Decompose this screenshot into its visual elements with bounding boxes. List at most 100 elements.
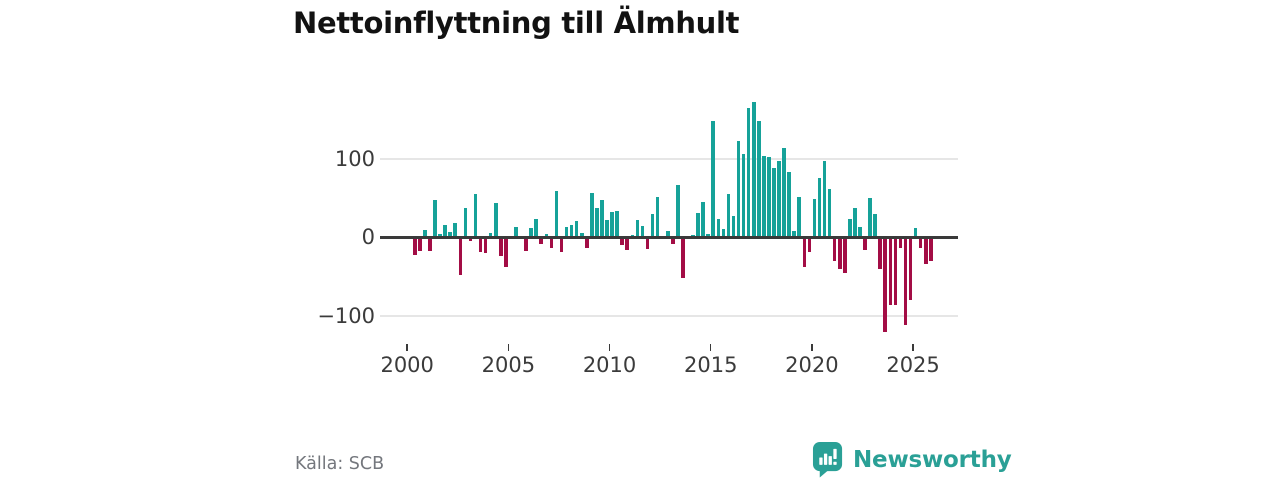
bar <box>584 237 589 248</box>
bar <box>848 219 852 238</box>
bar <box>473 194 478 238</box>
bar <box>635 220 640 238</box>
x-tick-label: 2020 <box>785 353 839 377</box>
gridline <box>380 158 958 160</box>
bar <box>792 231 796 238</box>
x-tick-label: 2000 <box>380 353 434 377</box>
x-tick-label: 2015 <box>683 353 738 377</box>
bar <box>670 237 675 244</box>
x-tick-mark <box>912 344 914 351</box>
bar <box>903 237 908 326</box>
zero-axis-line <box>380 236 958 239</box>
bar <box>696 213 700 238</box>
bar <box>579 232 584 238</box>
bar <box>863 237 867 251</box>
bar <box>817 177 822 238</box>
bar <box>554 191 559 238</box>
bar <box>478 237 483 252</box>
bar <box>858 226 862 238</box>
bar <box>423 230 427 238</box>
bar <box>458 237 463 276</box>
bar <box>731 215 736 238</box>
bar <box>625 237 630 251</box>
newsworthy-wordmark: Newsworthy <box>853 446 1012 473</box>
bar <box>640 225 645 238</box>
bar <box>923 237 928 265</box>
bar <box>681 237 685 278</box>
bar <box>428 237 432 251</box>
bar <box>615 210 619 238</box>
bar <box>433 199 437 238</box>
y-tick-label: 100 <box>334 146 375 171</box>
bar <box>524 237 528 251</box>
bar <box>676 184 680 238</box>
bar <box>711 121 716 238</box>
chart-title: Nettoinflyttning till Älmhult <box>293 6 740 40</box>
newsworthy-bubble-chart-icon <box>812 441 845 478</box>
bar <box>438 234 442 238</box>
bar <box>842 237 847 273</box>
bar <box>701 202 705 238</box>
bar <box>595 208 599 238</box>
bar <box>559 237 564 252</box>
bar <box>529 228 533 238</box>
bar <box>564 227 569 238</box>
bar <box>488 232 493 238</box>
y-tick-label: −100 <box>317 303 375 328</box>
x-tick-mark <box>709 344 712 351</box>
bar <box>908 237 913 301</box>
gridline <box>380 315 958 317</box>
bar <box>574 221 579 238</box>
bar <box>645 237 650 250</box>
bar <box>822 160 827 238</box>
bar <box>493 202 498 238</box>
bar <box>853 208 857 238</box>
bar <box>600 199 604 238</box>
bar <box>741 154 746 238</box>
bar <box>412 237 417 255</box>
x-tick-label: 2010 <box>582 353 637 377</box>
x-tick-label: 2025 <box>886 353 940 377</box>
bar <box>807 237 812 252</box>
bar <box>751 102 756 238</box>
bar <box>777 161 781 238</box>
bar <box>650 213 655 238</box>
bar <box>797 197 802 238</box>
bar <box>736 140 741 238</box>
bar <box>868 198 872 238</box>
x-tick-mark <box>406 344 408 351</box>
bar <box>504 237 508 267</box>
x-tick-label: 2005 <box>481 353 536 377</box>
bar <box>787 171 791 238</box>
bar <box>539 237 544 244</box>
bar <box>569 224 574 238</box>
x-tick-mark <box>811 344 813 351</box>
bar <box>883 237 888 332</box>
bar <box>767 156 771 238</box>
bar <box>898 237 903 248</box>
bar <box>873 213 877 238</box>
bar <box>448 232 452 238</box>
x-tick-mark <box>608 344 611 351</box>
bar <box>746 107 751 238</box>
x-tick-mark <box>507 344 510 351</box>
bar <box>483 237 488 254</box>
bar <box>913 228 918 238</box>
bar <box>802 237 807 267</box>
bar <box>468 237 473 241</box>
bar <box>772 168 776 238</box>
bar <box>716 219 721 238</box>
bar <box>498 237 503 256</box>
y-tick-label: 0 <box>361 225 375 249</box>
bar <box>878 237 882 269</box>
bar <box>605 220 609 238</box>
bar <box>832 237 837 262</box>
bar <box>620 237 624 245</box>
bar <box>756 120 761 238</box>
bar <box>726 193 731 238</box>
bar <box>893 237 898 305</box>
bar <box>590 192 594 238</box>
bar <box>706 233 710 238</box>
